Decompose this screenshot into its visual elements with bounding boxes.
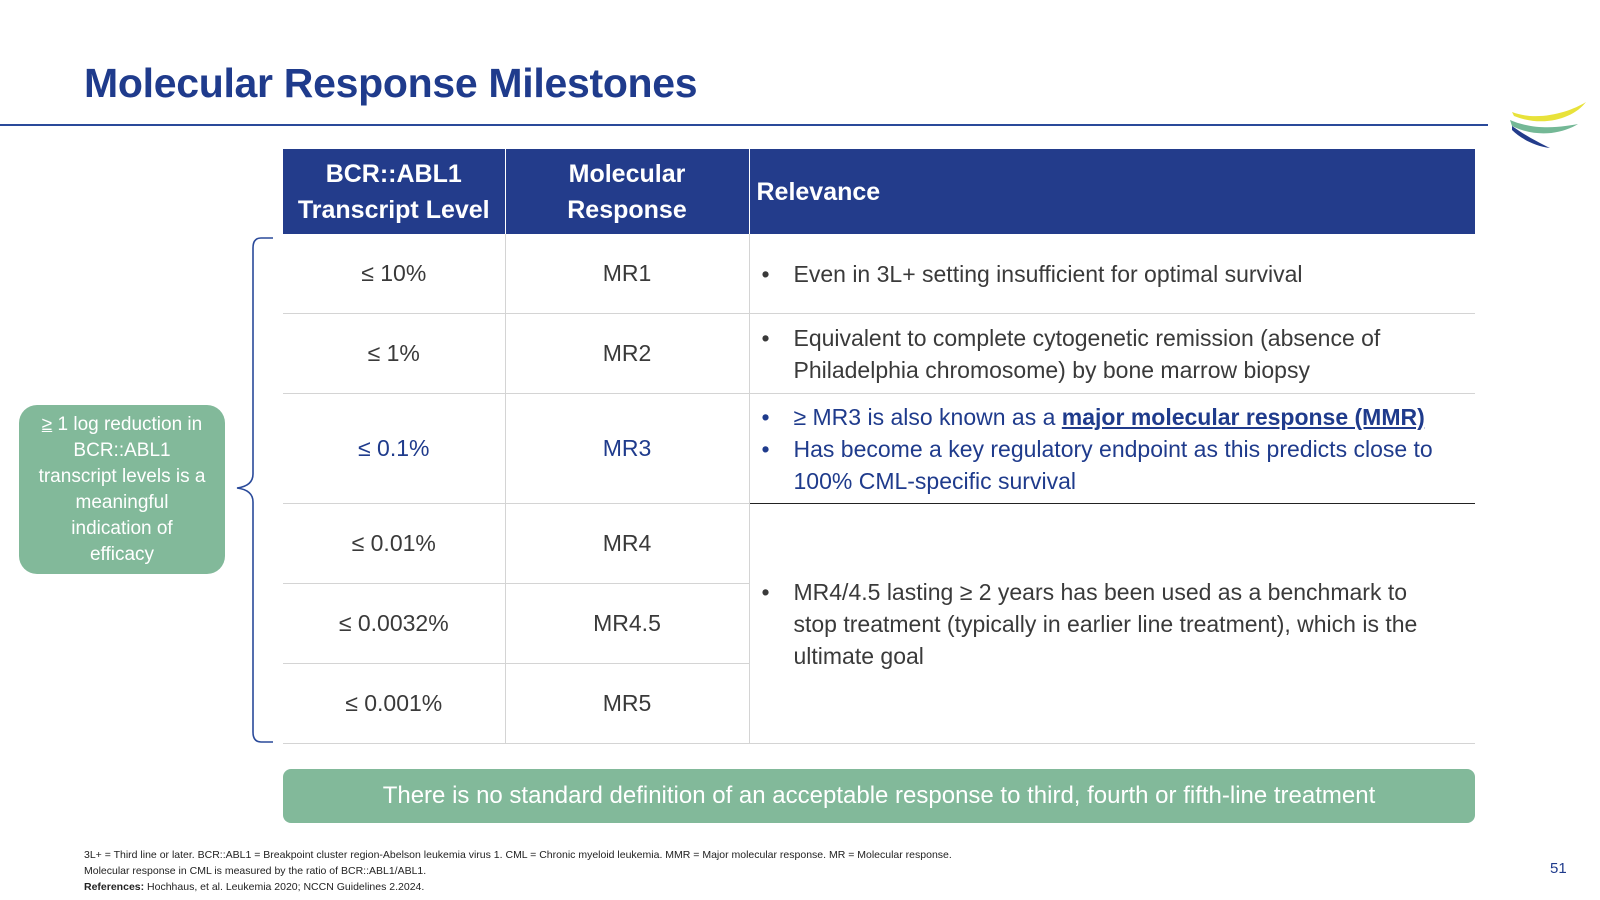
relevance-bullet: • Even in 3L+ setting insufficient for op… xyxy=(761,260,1303,287)
title-divider xyxy=(0,124,1488,126)
log-reduction-callout: ≥ 1 log reduction in BCR::ABL1 transcrip… xyxy=(19,405,225,574)
table-row-mr3: ≤ 0.1% MR3 • ≥ MR3 is also known as a maj… xyxy=(283,393,1475,504)
table-row-mr5: ≤ 0.001% MR5 xyxy=(283,663,1475,744)
molecular-response-cell: MR4 xyxy=(505,503,750,584)
relevance-bullet: • Has become a key regulatory endpoint as… xyxy=(761,435,1433,494)
molecular-response-table: BCR::ABL1 Transcript Level Molecular Res… xyxy=(283,149,1475,744)
page-title: Molecular Response Milestones xyxy=(84,60,698,106)
swoosh-logo-icon xyxy=(1510,102,1586,148)
relevance-bullet: • MR4/4.5 lasting ≥ 2 years has been used… xyxy=(761,578,1418,669)
transcript-level-cell: ≤ 0.1% xyxy=(283,393,506,504)
molecular-response-cell: MR2 xyxy=(505,313,750,394)
header-relevance: Relevance xyxy=(749,149,1475,234)
transcript-level-cell: ≤ 0.01% xyxy=(283,503,506,584)
transcript-level-cell: ≤ 1% xyxy=(283,313,506,394)
molecular-response-cell: MR4.5 xyxy=(505,583,750,664)
relevance-bullet: • Equivalent to complete cytogenetic remi… xyxy=(761,324,1381,383)
transcript-level-cell: ≤ 0.001% xyxy=(283,663,506,744)
molecular-response-cell: MR1 xyxy=(505,234,750,314)
relevance-bullet: • ≥ MR3 is also known as a major molecula… xyxy=(761,403,1425,430)
curly-bracket-icon xyxy=(236,237,273,743)
header-molecular-response: Molecular Response xyxy=(505,149,750,234)
standard-definition-banner: There is no standard definition of an ac… xyxy=(283,769,1475,823)
table-row-mr4-5: ≤ 0.0032% MR4.5 xyxy=(283,583,1475,664)
relevance-cell: • ≥ MR3 is also known as a major molecula… xyxy=(749,393,1475,504)
transcript-level-cell: ≤ 0.0032% xyxy=(283,583,506,664)
table-row-mr4: ≤ 0.01% MR4 • MR4/4.5 lasting ≥ 2 years h… xyxy=(283,503,1475,744)
table-header-row: BCR::ABL1 Transcript Level Molecular Res… xyxy=(283,149,1475,234)
relevance-cell: • MR4/4.5 lasting ≥ 2 years has been used… xyxy=(749,503,1475,744)
footnote-references: References: Hochhaus, et al. Leukemia 20… xyxy=(84,881,425,893)
table-row-mr2: ≤ 1% MR2 • Equivalent to complete cytogen… xyxy=(283,313,1475,394)
relevance-cell: • Equivalent to complete cytogenetic remi… xyxy=(749,313,1475,394)
relevance-cell: • Even in 3L+ setting insufficient for op… xyxy=(749,234,1475,314)
header-transcript-level: BCR::ABL1 Transcript Level xyxy=(283,149,506,234)
footnotes: 3L+ = Third line or later. BCR::ABL1 = B… xyxy=(84,847,952,895)
transcript-level-cell: ≤ 10% xyxy=(283,234,506,314)
page-number: 51 xyxy=(1550,860,1567,877)
molecular-response-cell: MR3 xyxy=(505,393,750,504)
table-row-mr1: ≤ 10% MR1 • Even in 3L+ setting insuffici… xyxy=(283,234,1475,314)
mmr-emphasis: major molecular response (MMR) xyxy=(1061,403,1425,430)
footnote-measurement: Molecular response in CML is measured by… xyxy=(84,865,427,877)
molecular-response-cell: MR5 xyxy=(505,663,750,744)
footnote-abbreviations: 3L+ = Third line or later. BCR::ABL1 = B… xyxy=(84,849,952,861)
